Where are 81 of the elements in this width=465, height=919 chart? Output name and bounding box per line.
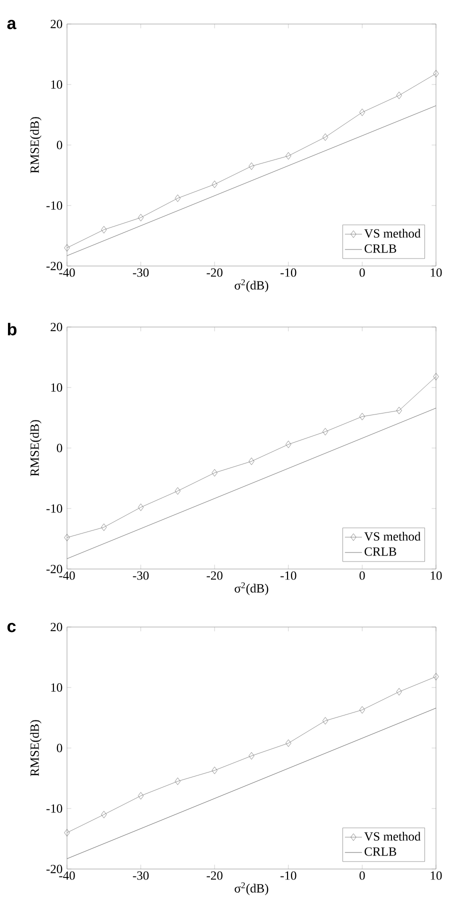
y-tick-label: -10 xyxy=(46,201,62,210)
x-tick-label: 0 xyxy=(360,268,365,277)
point xyxy=(286,440,292,448)
point xyxy=(212,766,218,774)
y-tick-label: 20 xyxy=(50,322,62,332)
point xyxy=(433,672,439,680)
point xyxy=(322,428,328,436)
point xyxy=(286,739,292,747)
point xyxy=(248,162,254,170)
x-tick-label: -40 xyxy=(59,571,75,580)
x-axis-title: σ$^{2}$(dB) xyxy=(234,582,268,596)
y-tick-label: 20 xyxy=(50,20,62,28)
point xyxy=(359,706,366,714)
y-tick-label: 0 xyxy=(56,744,62,752)
y-axis-title: RMSE(dB) xyxy=(30,720,42,776)
point xyxy=(101,810,107,818)
point xyxy=(322,717,328,724)
x-tick-label: 10 xyxy=(430,268,442,277)
point xyxy=(174,194,181,202)
point xyxy=(138,214,144,222)
point xyxy=(64,244,70,252)
point xyxy=(138,504,144,511)
point xyxy=(212,469,218,477)
x-axis-title: σ$^{2}$(dB) xyxy=(234,882,268,896)
text: c xyxy=(7,622,16,632)
point xyxy=(138,792,144,800)
x-tick-label: 0 xyxy=(360,571,365,580)
legend-label: CRLB xyxy=(364,244,396,253)
point xyxy=(248,752,254,760)
x-tick-label: -20 xyxy=(206,871,222,880)
y-tick-label: -20 xyxy=(46,864,62,874)
legend-label: VS method xyxy=(364,228,421,238)
x-tick-label: -30 xyxy=(132,571,149,580)
y-tick-label: -10 xyxy=(46,504,62,513)
x-tick-label: -30 xyxy=(132,871,149,880)
y-tick-label: 0 xyxy=(56,444,62,452)
x-tick-label: -30 xyxy=(132,268,149,277)
x-tick-label: -10 xyxy=(280,571,296,580)
text: b xyxy=(8,322,16,336)
x-tick-label: 0 xyxy=(360,871,365,880)
y-tick-label: -20 xyxy=(46,564,62,574)
point xyxy=(359,108,366,116)
y-tick-label: 0 xyxy=(56,140,62,150)
y-tick-label: -10 xyxy=(46,804,62,813)
x-tick-label: -40 xyxy=(59,268,75,277)
legend-label: VS method xyxy=(364,832,421,841)
x-tick-label: -10 xyxy=(280,871,296,880)
point xyxy=(322,133,328,141)
y-axis-title: RMSE(dB) xyxy=(30,117,42,174)
point xyxy=(212,180,218,188)
x-tick-label: 10 xyxy=(430,871,442,880)
legend-label: VS method xyxy=(364,532,421,541)
y-tick-label: -20 xyxy=(46,262,62,270)
x-axis-title: σ$^{2}$(dB) xyxy=(234,279,268,292)
point xyxy=(396,92,402,100)
point xyxy=(286,152,292,160)
x-tick-label: -40 xyxy=(59,871,75,880)
point xyxy=(396,406,402,414)
point xyxy=(101,524,107,531)
x-tick-label: 10 xyxy=(430,571,442,580)
legend-label: CRLB xyxy=(364,847,396,856)
x-tick-label: -20 xyxy=(206,268,222,277)
legend-label: CRLB xyxy=(364,547,396,556)
text: a xyxy=(7,20,16,30)
point xyxy=(64,829,70,836)
point xyxy=(396,688,402,696)
point xyxy=(64,534,70,542)
point xyxy=(433,372,439,380)
y-axis-title: RMSE(dB) xyxy=(30,420,42,476)
y-tick-label: 10 xyxy=(51,683,62,692)
point xyxy=(433,70,439,78)
y-tick-label: 10 xyxy=(51,383,62,392)
point xyxy=(174,487,181,495)
y-tick-label: 10 xyxy=(51,80,62,89)
y-tick-label: 20 xyxy=(50,622,62,632)
point xyxy=(174,778,181,785)
x-tick-label: -10 xyxy=(280,268,296,277)
point xyxy=(101,226,107,234)
x-tick-label: -20 xyxy=(206,571,222,580)
point xyxy=(359,412,366,420)
point xyxy=(248,458,254,466)
